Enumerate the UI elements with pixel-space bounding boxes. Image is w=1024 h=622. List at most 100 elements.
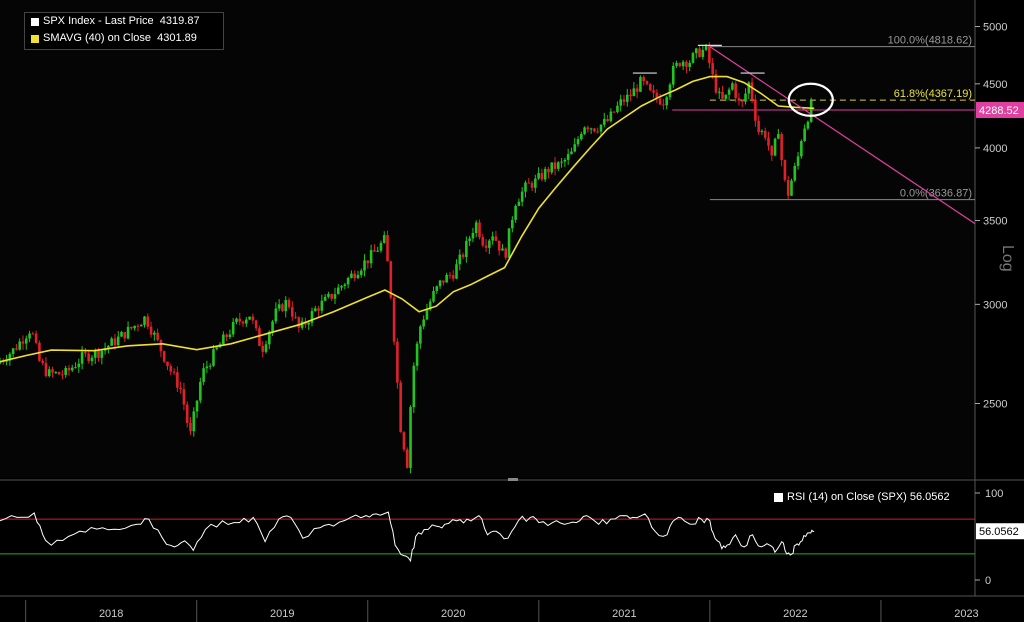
candle-body (497, 240, 501, 251)
candle-body (149, 326, 153, 335)
candle-body (642, 77, 646, 82)
candle-body (635, 88, 639, 92)
candle-body (195, 400, 199, 412)
y-tick-label: 5000 (983, 22, 1007, 34)
candle-body (77, 363, 81, 368)
candle-body (336, 287, 340, 295)
candle-body (5, 360, 8, 362)
candle-body (90, 357, 94, 362)
rsi-line (0, 511, 815, 563)
candle-body (451, 275, 455, 279)
candle-body (107, 345, 110, 349)
candle-body (425, 309, 429, 320)
candle-body (93, 350, 97, 358)
candle-body (379, 242, 383, 251)
candle-body (126, 326, 130, 339)
fib-level-label: 0.0%(3636.87) (900, 188, 972, 200)
candle-body (461, 254, 465, 257)
candle-body (350, 273, 353, 278)
ma-swatch-icon (31, 34, 39, 43)
candle-body (691, 53, 695, 63)
fib-level-label: 100.0%(4818.62) (888, 35, 972, 47)
candle-body (44, 362, 48, 376)
candle-body (327, 293, 330, 297)
candle-body (589, 128, 593, 130)
candle-body (494, 236, 498, 241)
candle-body (8, 354, 12, 361)
candle-body (146, 316, 150, 327)
candle-body (356, 274, 360, 279)
candle-body (520, 191, 524, 202)
legend-ma-row: SMAVG (40) on Close 4301.89 (25, 30, 223, 47)
candle-body (330, 293, 334, 299)
candle-body (0, 361, 2, 364)
moving-average-layer (0, 75, 815, 363)
y-tick-label: 2500 (983, 399, 1007, 411)
candle-body (419, 326, 422, 344)
candle-body (514, 205, 517, 220)
candle-body (396, 341, 399, 383)
candle-body (251, 316, 255, 321)
candle-body (602, 118, 606, 125)
candle-body (806, 121, 810, 129)
candle-body (524, 182, 527, 192)
candle-body (721, 91, 724, 99)
candle-body (284, 299, 288, 312)
candle-body (599, 124, 603, 132)
candle-body (465, 240, 468, 257)
legend-price-value: 4319.87 (159, 15, 200, 27)
candle-body (543, 168, 547, 180)
candle-body (652, 90, 655, 93)
candle-body (809, 100, 813, 122)
price-swatch-icon (31, 17, 39, 26)
y-tick-label: 3000 (983, 299, 1007, 311)
candle-body (61, 374, 64, 376)
candle-body (199, 381, 202, 401)
x-tick-label: 2018 (99, 608, 123, 620)
candle-body (800, 140, 803, 157)
candle-body (580, 133, 583, 140)
candle-body (143, 316, 146, 325)
candle-body (139, 324, 143, 327)
candle-body (530, 183, 534, 188)
candle-body (297, 317, 301, 328)
candle-body (366, 260, 370, 264)
candle-body (727, 89, 731, 95)
candle-body (235, 318, 238, 322)
candle-body (54, 372, 58, 374)
candle-body (740, 100, 744, 102)
candle-body (57, 372, 61, 375)
candle-body (373, 250, 376, 252)
candle-body (353, 273, 356, 279)
candle-body (415, 343, 419, 366)
candle-body (445, 274, 448, 283)
candle-body (737, 98, 741, 101)
candle-body (389, 261, 393, 298)
candle-body (15, 348, 18, 350)
candle-body (458, 254, 462, 265)
candle-body (662, 104, 665, 106)
candle-body (47, 369, 51, 376)
candle-body (300, 321, 304, 328)
candle-body (376, 250, 379, 252)
candle-body (750, 82, 754, 100)
candle-body (606, 118, 609, 122)
candle-body (399, 382, 402, 433)
x-tick-label: 2020 (441, 608, 465, 620)
main-panel-bg (0, 0, 975, 478)
candle-body (734, 83, 737, 99)
candle-body (442, 280, 445, 283)
candle-body (343, 284, 347, 286)
candle-body (583, 127, 586, 134)
candle-body (685, 61, 688, 67)
candle-body (277, 304, 281, 309)
candle-body (264, 344, 268, 352)
candle-body (511, 219, 514, 229)
candle-body (770, 145, 774, 156)
candle-body (80, 352, 84, 364)
highlight-circle (787, 82, 834, 117)
candle-body (310, 311, 314, 323)
candle-body (537, 173, 540, 179)
rsi-legend-value: 56.0562 (909, 491, 950, 503)
